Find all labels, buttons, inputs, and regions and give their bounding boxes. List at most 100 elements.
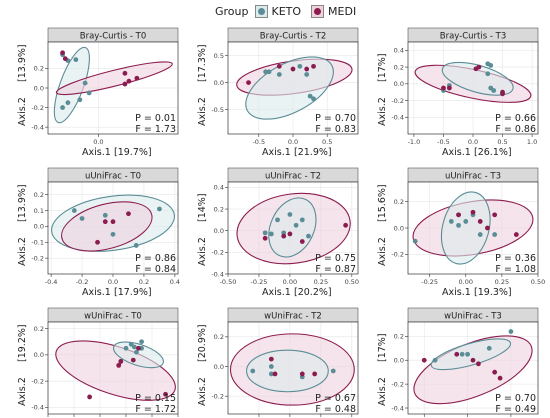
panel-title: uUniFrac - T3 <box>445 172 501 182</box>
point-keto <box>82 80 88 86</box>
point-medi <box>136 345 141 351</box>
point-keto <box>330 368 336 374</box>
y-axis-variance: [13.9%] <box>17 184 28 222</box>
point-medi <box>276 63 282 69</box>
x-tick-label: -0.50 <box>220 278 237 286</box>
y-tick-label: 0.2 <box>394 198 404 206</box>
y-axis-variance: [17%] <box>377 53 388 82</box>
y-tick-label: 0.5 <box>214 52 224 60</box>
plot-border <box>47 321 179 415</box>
point-keto <box>293 222 299 228</box>
point-keto <box>131 344 137 350</box>
point-medi <box>262 235 268 241</box>
point-medi <box>470 357 476 363</box>
p-value-label: P = 0.75 <box>315 253 356 264</box>
point-keto <box>432 357 438 363</box>
x-tick-label: 0.0 <box>288 138 298 146</box>
x-axis-title: Axis.1 <box>262 147 291 158</box>
p-value-label: P = 0.70 <box>315 113 356 124</box>
p-value-label: P = 0.86 <box>135 253 176 264</box>
legend-label-medi: MEDI <box>328 4 357 18</box>
point-medi <box>470 209 476 215</box>
point-medi <box>446 85 452 91</box>
point-keto <box>307 93 313 99</box>
legend-key-keto <box>254 4 268 18</box>
x-axis-title: Axis.1 <box>442 147 471 158</box>
f-value-label: F = 0.84 <box>135 264 176 275</box>
point-keto <box>157 206 162 212</box>
y-tick-label: -0.1 <box>31 239 44 247</box>
y-tick-label: -0.4 <box>391 114 404 122</box>
point-medi <box>102 219 108 225</box>
y-tick-label: -0.2 <box>31 104 44 112</box>
point-keto <box>491 88 497 93</box>
y-tick-label: -0.2 <box>31 377 44 385</box>
legend-item-medi: MEDI <box>311 4 357 18</box>
point-keto <box>456 222 461 228</box>
point-keto <box>268 231 274 237</box>
point-keto <box>311 96 316 102</box>
point-medi <box>492 212 498 218</box>
point-medi <box>62 56 68 62</box>
y-axis-variance: [14%] <box>197 193 208 222</box>
y-tick-label: 0.0 <box>34 84 44 92</box>
x-axis-title: Axis.1 <box>82 147 111 158</box>
f-value-label: F = 0.49 <box>495 404 536 415</box>
point-keto <box>508 329 514 334</box>
x-axis-variance: [20.2%] <box>294 287 332 298</box>
x-tick-label: 0.00 <box>459 278 473 286</box>
y-axis-variance: [17.3%] <box>197 44 208 82</box>
y-tick-label: 0.2 <box>34 65 44 73</box>
point-medi <box>456 212 461 218</box>
x-tick-label: 0.4 <box>170 278 180 286</box>
point-medi <box>246 80 251 85</box>
point-medi <box>500 91 505 97</box>
plot-border <box>227 321 359 415</box>
point-keto <box>459 351 465 357</box>
point-keto <box>465 351 470 357</box>
y-tick-label: -0.4 <box>31 123 44 131</box>
legend-item-keto: KETO <box>254 4 301 18</box>
x-tick-label: -0.5 <box>252 138 265 146</box>
x-axis-variance: [26.1%] <box>474 147 512 158</box>
y-axis-variance: [15.6%] <box>377 184 388 222</box>
point-keto <box>60 105 65 110</box>
point-medi <box>163 391 168 397</box>
panel-1: Bray-Curtis - T00.00.20.0-0.2-0.4Axis.1[… <box>17 27 179 158</box>
x-tick-label: 0.5 <box>497 138 507 146</box>
f-value-label: F = 0.83 <box>315 124 356 135</box>
y-axis-title: Axis.2 <box>197 377 208 406</box>
y-tick-label: 0.0 <box>214 363 224 371</box>
legend-title: Group <box>215 4 249 18</box>
point-keto <box>463 219 469 224</box>
p-value-label: P = 0.15 <box>135 393 176 404</box>
y-tick-label: 0.2 <box>214 333 224 341</box>
y-axis-variance: [20.9%] <box>197 324 208 362</box>
point-medi <box>477 219 483 224</box>
y-tick-label: 0.2 <box>34 191 44 199</box>
x-tick-label: 0.5 <box>322 138 332 146</box>
legend-key-medi <box>311 4 325 18</box>
y-tick-label: -0.2 <box>211 249 224 257</box>
point-keto <box>266 69 272 75</box>
plot-border <box>407 321 539 415</box>
point-medi <box>116 362 122 368</box>
y-tick-label: 0.0 <box>214 79 224 87</box>
panel-6: uUniFrac - T3 -0.25 0.00 0.25 0.50 0.2 0.0 -0.2… <box>377 167 545 298</box>
y-tick-label: 0.0 <box>214 227 224 235</box>
point-medi <box>299 371 305 377</box>
point-keto <box>268 364 274 369</box>
y-axis-title: Axis.2 <box>17 377 28 406</box>
y-tick-label: -0.4 <box>31 404 44 412</box>
y-axis-title: Axis.2 <box>17 237 28 266</box>
panel-title: wUniFrac - T3 <box>444 312 502 322</box>
x-tick-label: 1.0 <box>527 138 537 146</box>
point-keto <box>102 212 108 218</box>
y-tick-label: -0.2 <box>31 254 44 262</box>
f-value-label: F = 1.72 <box>135 404 176 415</box>
point-keto <box>477 232 483 237</box>
y-tick-label: 0.2 <box>34 325 44 333</box>
point-keto <box>306 233 311 239</box>
x-tick-label: 0.0 <box>468 138 478 146</box>
point-keto <box>65 100 71 106</box>
